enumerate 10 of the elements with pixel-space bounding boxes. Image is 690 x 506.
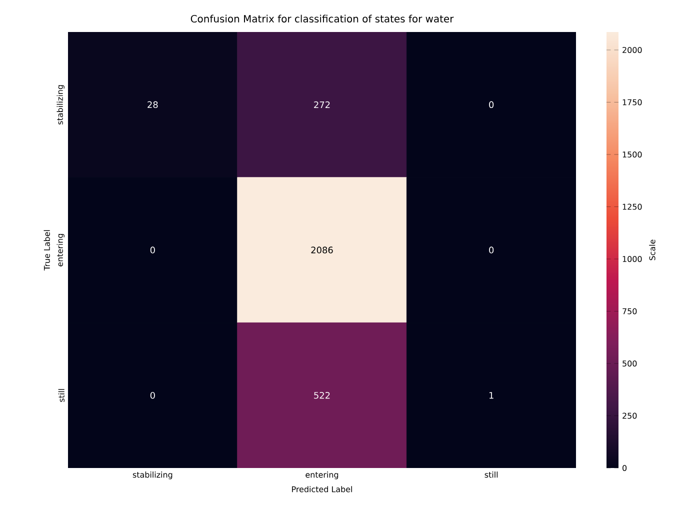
data-label: 0: [150, 246, 155, 254]
data-label: 0: [489, 246, 494, 254]
data-label: 0: [150, 392, 155, 399]
data-label: 1: [489, 392, 494, 399]
data-label: 2086: [311, 246, 333, 254]
data-label: 522: [314, 392, 330, 399]
data-label: 0: [489, 101, 494, 108]
chart-title: Confusion Matrix for classification of states for water: [190, 14, 454, 23]
data-label: 28: [148, 101, 158, 108]
data-label: 272: [314, 101, 330, 108]
